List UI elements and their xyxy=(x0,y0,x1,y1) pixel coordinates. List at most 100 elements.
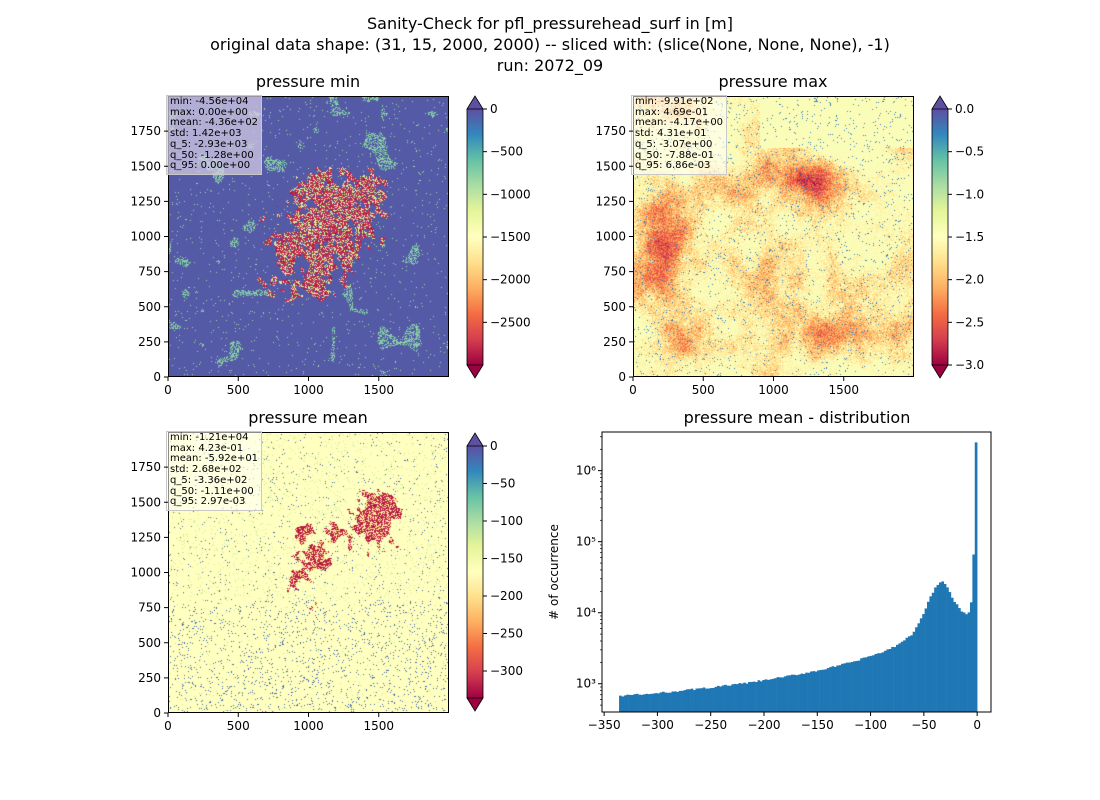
histogram-bar xyxy=(671,691,675,712)
histogram-bar xyxy=(898,643,902,712)
histogram-bar xyxy=(855,660,859,712)
x-tick-label: 500 xyxy=(692,383,715,397)
y-tick-label: 1500 xyxy=(130,495,161,509)
histogram-bar xyxy=(857,660,861,712)
histogram-bar xyxy=(891,646,894,712)
hist-y-tick-label: 10⁶ xyxy=(576,464,596,478)
y-tick-label: 1750 xyxy=(130,124,161,138)
stat-line: mean: -4.36e+02 xyxy=(170,117,259,129)
figure-title-line-3: run: 2072_09 xyxy=(496,56,604,75)
histogram-bar xyxy=(972,554,976,712)
histogram-bar xyxy=(752,681,756,712)
hist-x-tick-label: −200 xyxy=(748,718,781,732)
stat-line: q_95: 2.97e-03 xyxy=(170,496,246,508)
x-tick-label: 1500 xyxy=(363,719,394,733)
hist-x-tick-label: −100 xyxy=(854,718,887,732)
colorbar-tick-label: −3.0 xyxy=(955,358,984,372)
histogram-bar xyxy=(817,670,820,712)
histogram-bar xyxy=(657,693,660,712)
histogram-bar xyxy=(779,677,782,712)
hist-x-tick-label: 0 xyxy=(973,718,981,732)
stats-box-pressure-mean: min: -1.21e+04 max: 4.23e-01 mean: -5.92… xyxy=(166,431,263,511)
figure-title-line-1: Sanity-Check for pfl_pressurehead_surf i… xyxy=(367,14,733,33)
histogram-bar xyxy=(628,694,632,712)
histogram-bar xyxy=(638,694,641,712)
colorbar-extend-min xyxy=(931,364,949,379)
histogram-bar xyxy=(669,692,672,712)
histogram-bar xyxy=(853,661,856,712)
histogram-bar xyxy=(824,669,828,712)
stat-line: min: -4.56e+04 xyxy=(170,96,249,107)
histogram-bar xyxy=(912,631,916,712)
histogram-bar xyxy=(910,635,913,712)
x-tick-label: 1500 xyxy=(363,383,394,397)
hist-x-tick-label: −50 xyxy=(911,718,936,732)
hist-x-tick-label: −250 xyxy=(694,718,727,732)
histogram-bar xyxy=(848,662,851,712)
histogram-bar xyxy=(640,694,644,712)
y-tick-label: 250 xyxy=(138,335,161,349)
histogram-bar xyxy=(974,442,978,712)
histogram-bar xyxy=(745,683,749,712)
histogram-bar xyxy=(630,695,634,712)
histogram-bar xyxy=(943,583,947,712)
histogram-bar xyxy=(879,653,882,712)
histogram-bar xyxy=(683,690,687,712)
histogram-bar xyxy=(650,693,653,712)
histogram-bar xyxy=(965,614,968,712)
y-tick-label: 1000 xyxy=(130,566,161,580)
colorbar-tick-label: 0 xyxy=(490,102,498,116)
histogram-bar xyxy=(924,608,928,712)
histogram-bar xyxy=(764,679,768,712)
histogram-bar xyxy=(821,669,825,712)
histogram-bar xyxy=(903,640,906,712)
colorbar-tick-label: −2500 xyxy=(490,315,531,329)
histogram-bar xyxy=(819,669,823,712)
hist-y-axis-label: # of occurrence xyxy=(547,524,561,620)
histogram-bar xyxy=(802,673,806,712)
histogram-bar xyxy=(757,680,761,712)
histogram-bar xyxy=(929,596,933,712)
colorbar-extend-max xyxy=(931,95,949,110)
histogram-bar xyxy=(955,604,959,712)
panel-title-distribution: pressure mean - distribution xyxy=(683,408,911,427)
y-tick-label: 1250 xyxy=(130,530,161,544)
hist-x-tick-label: −300 xyxy=(641,718,674,732)
colorbar-tick-label: 0 xyxy=(490,439,498,453)
stat-line: max: 4.23e-01 xyxy=(170,442,244,454)
histogram-bar xyxy=(676,691,680,712)
histogram-bar xyxy=(812,671,816,712)
histogram-bar xyxy=(697,688,701,712)
colorbar-tick-label: −200 xyxy=(490,589,523,603)
histogram-bar xyxy=(838,665,842,712)
y-tick-label: 750 xyxy=(138,265,161,279)
x-tick-label: 500 xyxy=(227,383,250,397)
histogram-bar xyxy=(633,694,637,712)
histogram-bar xyxy=(623,695,627,712)
histogram-bar xyxy=(843,663,847,712)
histogram-bar xyxy=(814,671,818,712)
histogram-bar xyxy=(690,688,694,712)
y-tick-label: 750 xyxy=(603,265,626,279)
histogram-bar xyxy=(659,692,663,712)
histogram-bar xyxy=(793,674,797,712)
histogram-bar xyxy=(900,641,904,712)
histogram-bar xyxy=(728,685,732,712)
histogram-bar xyxy=(826,668,830,712)
histogram-bar xyxy=(807,672,811,712)
histogram-bar xyxy=(635,693,639,712)
hist-y-tick-label: 10⁵ xyxy=(576,535,596,549)
histogram-bar xyxy=(833,666,837,712)
stat-line: q_50: -1.28e+00 xyxy=(170,149,254,161)
histogram-bar xyxy=(740,683,744,712)
stat-line: max: 4.69e-01 xyxy=(635,106,709,118)
colorbar-pressure_max xyxy=(932,109,948,365)
y-tick-label: 1500 xyxy=(595,159,626,173)
histogram-bar xyxy=(958,608,961,712)
histogram-bar xyxy=(695,688,699,712)
histogram-bar xyxy=(907,636,911,712)
y-tick-label: 0 xyxy=(153,370,161,384)
y-tick-label: 1000 xyxy=(595,230,626,244)
histogram-bar xyxy=(724,684,727,712)
histogram-bar xyxy=(731,684,734,712)
